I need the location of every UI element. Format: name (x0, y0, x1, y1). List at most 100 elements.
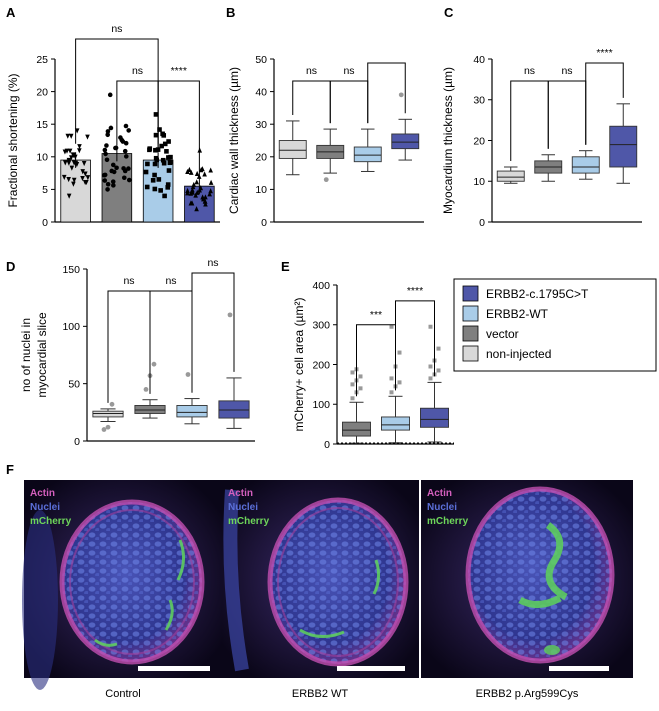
point-a-non-injected-13 (65, 133, 71, 139)
point-a-non-injected-19 (80, 176, 85, 182)
outlier-e-erbb2-c-1795c-t-3 (428, 364, 433, 369)
y-axis-label-c: Myocardium thickness (µm) (441, 67, 455, 214)
outlier-d-non-injected-1 (105, 424, 111, 430)
box-b-erbb2-c-1795c-t (391, 133, 420, 150)
point-a-vector-10 (126, 166, 131, 171)
point-a-erbb2-wt-10 (152, 161, 158, 167)
sig-label-c-1: ns (561, 65, 572, 77)
point-a-vector-14 (123, 154, 129, 159)
point-a-non-injected-28 (71, 181, 76, 187)
point-a-non-injected-1 (66, 193, 72, 199)
outlier-e-erbb2-wt-3 (389, 376, 394, 381)
point-a-erbb2-c-1795c-t-29 (208, 179, 214, 185)
point-a-erbb2-c-1795c-t-19 (185, 168, 190, 175)
point-a-erbb2-c-1795c-t-24 (208, 167, 213, 173)
point-a-vector-3 (126, 128, 131, 133)
point-a-erbb2-c-1795c-t-16 (190, 187, 195, 193)
sig-bracket-e-0 (356, 324, 396, 397)
point-a-vector-20 (123, 140, 129, 146)
point-a-vector-30 (105, 132, 111, 138)
point-a-erbb2-wt-26 (154, 157, 160, 163)
sig-label-a-2: **** (171, 65, 187, 77)
point-a-non-injected-16 (85, 175, 91, 181)
outlier-e-erbb2-c-1795c-t-6 (428, 324, 433, 329)
point-a-erbb2-c-1795c-t-20 (191, 181, 197, 187)
outlier-b-erbb2-c-1795c-t-0 (398, 92, 404, 98)
channel-label-actin-2: Actin (228, 488, 253, 499)
point-a-erbb2-wt-5 (152, 172, 157, 178)
point-a-vector-13 (126, 177, 132, 183)
caption-erbb2-arg599cys: ERBB2 p.Arg599Cys (476, 688, 579, 700)
point-a-vector-32 (104, 143, 109, 148)
outlier-e-vector-2 (358, 386, 363, 391)
outlier-e-erbb2-wt-0 (389, 390, 394, 395)
point-a-erbb2-wt-32 (156, 177, 162, 182)
channel-label-actin-3: Actin (427, 488, 452, 499)
point-a-vector-1 (105, 187, 110, 192)
point-a-non-injected-23 (66, 159, 72, 165)
y-tick-label-b-30: 30 (255, 119, 267, 131)
point-a-erbb2-wt-19 (166, 139, 171, 144)
outlier-d-non-injected-0 (101, 427, 107, 432)
channel-label-nuclei-3: Nuclei (427, 502, 457, 513)
channel-label-actin-1: Actin (30, 488, 55, 499)
box-e-erbb2-wt (381, 416, 410, 431)
box-d-erbb2-c-1795c-t (218, 400, 250, 419)
point-a-erbb2-wt-28 (152, 186, 158, 192)
point-a-non-injected-5 (80, 169, 86, 175)
point-a-vector-31 (101, 172, 107, 178)
outlier-e-erbb2-c-1795c-t-0 (428, 376, 433, 381)
outlier-e-vector-6 (350, 370, 355, 375)
outlier-d-vector-2 (151, 361, 157, 367)
outlier-d-erbb2-wt-0 (185, 372, 191, 377)
point-a-erbb2-wt-17 (153, 132, 159, 138)
sig-label-c-2: **** (596, 47, 612, 59)
outlier-e-erbb2-c-1795c-t-2 (436, 368, 441, 373)
point-a-erbb2-c-1795c-t-23 (200, 194, 205, 200)
point-a-erbb2-wt-13 (165, 182, 171, 187)
sig-label-c-0: ns (524, 65, 535, 77)
sig-bracket-d-0 (107, 290, 151, 403)
point-a-erbb2-wt-8 (150, 178, 156, 183)
chart-panel-a: 0 5 10 15 20 25 Fractional shortening (%) ns ns *… (6, 23, 220, 229)
panel-letter-f: F (6, 462, 14, 477)
y-tick-label-a-20: 20 (36, 86, 48, 98)
point-a-erbb2-c-1795c-t-33 (202, 171, 207, 177)
sig-bracket-b-0 (292, 80, 331, 124)
point-a-erbb2-wt-2 (161, 160, 167, 166)
y-tick-label-b-10: 10 (255, 184, 267, 196)
y-tick-label-c-0: 0 (479, 217, 485, 229)
point-a-non-injected-18 (69, 155, 74, 161)
y-axis-label-line-d-0: no of nuclei in (19, 318, 33, 392)
point-a-vector-27 (114, 165, 119, 171)
sig-label-e-1: **** (407, 285, 423, 297)
micrograph-erbb2-arg599cys: Actin Nuclei mCherry (421, 480, 633, 678)
box-c-erbb2-c-1795c-t (609, 125, 638, 168)
point-a-vector-19 (119, 137, 125, 143)
point-a-erbb2-wt-31 (147, 146, 153, 151)
point-a-erbb2-wt-24 (153, 147, 158, 153)
point-a-erbb2-wt-21 (164, 149, 169, 154)
channel-label-mcherry-3: mCherry (427, 516, 469, 527)
point-a-non-injected-10 (61, 174, 67, 180)
channel-label-nuclei-1: Nuclei (30, 502, 60, 513)
point-a-vector-24 (122, 148, 128, 154)
y-tick-label-e-400: 400 (312, 280, 330, 292)
sig-bracket-a-2 (157, 80, 200, 179)
sig-label-d-2: ns (207, 257, 218, 269)
point-a-non-injected-11 (85, 134, 90, 140)
point-a-non-injected-22 (83, 171, 88, 177)
point-a-erbb2-wt-25 (162, 141, 168, 147)
point-a-erbb2-wt-33 (143, 169, 149, 175)
y-tick-label-c-10: 10 (473, 176, 485, 188)
point-a-erbb2-c-1795c-t-7 (194, 189, 200, 195)
sig-bracket-b-1 (329, 80, 369, 124)
point-a-erbb2-wt-6 (165, 185, 171, 190)
legend-swatch-wt (462, 305, 479, 322)
point-a-vector-23 (102, 178, 108, 183)
box-e-erbb2-c-1795c-t (420, 407, 449, 428)
point-a-erbb2-c-1795c-t-32 (200, 166, 205, 172)
point-a-non-injected-32 (81, 160, 87, 167)
legend-label-vector: vector (486, 327, 519, 341)
y-tick-label-a-10: 10 (36, 152, 48, 164)
